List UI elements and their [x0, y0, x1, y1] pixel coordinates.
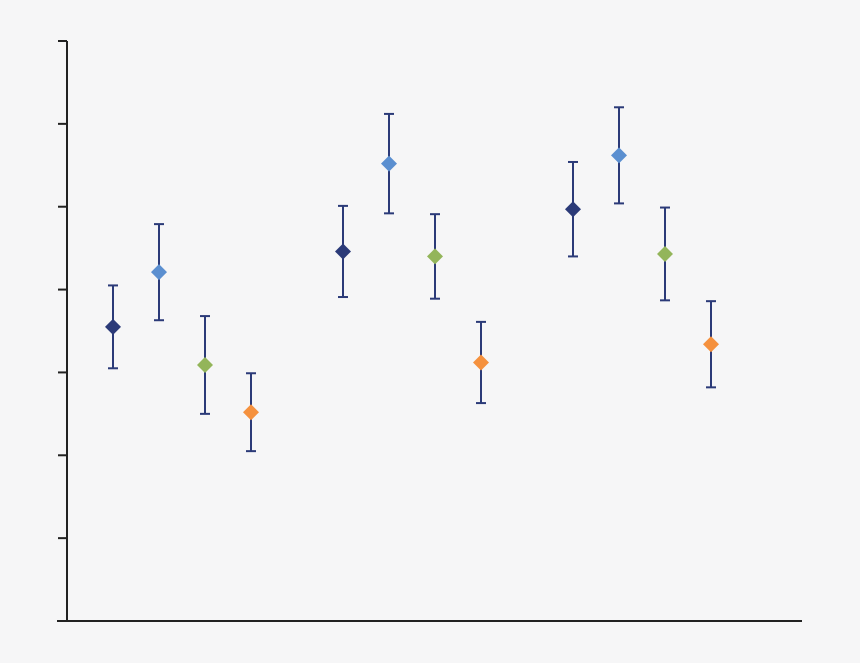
marker	[473, 354, 489, 371]
marker	[105, 318, 121, 335]
marker	[703, 336, 719, 353]
marker	[657, 245, 673, 262]
marker	[611, 147, 627, 164]
marker	[335, 243, 351, 260]
marker	[151, 264, 167, 281]
marker	[565, 201, 581, 218]
marker	[243, 404, 259, 421]
marker	[381, 155, 397, 172]
marker	[427, 248, 443, 265]
marker	[197, 356, 213, 373]
